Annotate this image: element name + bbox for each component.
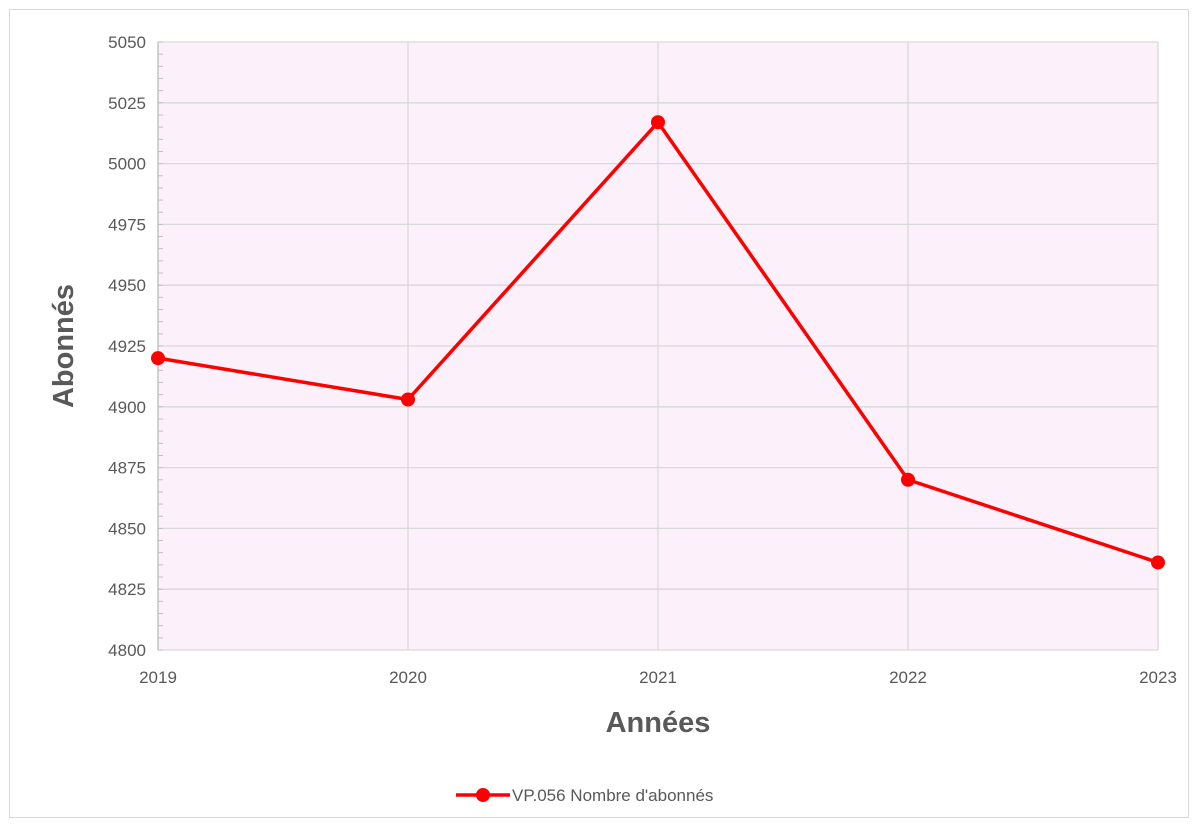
- gridlines: [157, 41, 1159, 651]
- legend-point-marker: [476, 788, 490, 802]
- x-tick-label: 2020: [389, 668, 427, 687]
- y-tick-label: 4800: [108, 641, 146, 660]
- x-axis-tick-labels: 2019 2020 2021 2022 2023: [139, 668, 1177, 687]
- data-point: [1151, 555, 1165, 570]
- x-tick-label: 2021: [639, 668, 677, 687]
- x-tick-label: 2022: [889, 668, 927, 687]
- y-tick-label: 4925: [108, 337, 146, 356]
- series-layer: [151, 115, 1165, 570]
- y-tick-label: 4825: [108, 580, 146, 599]
- data-point: [901, 472, 915, 487]
- y-tick-label: 5025: [108, 94, 146, 113]
- data-point: [651, 115, 665, 130]
- y-tick-label: 4900: [108, 398, 146, 417]
- y-tick-label: 5000: [108, 155, 146, 174]
- legend-entry-label: VP.056 Nombre d'abonnés: [512, 786, 713, 805]
- x-tick-label: 2019: [139, 668, 177, 687]
- x-tick-label: 2023: [1139, 668, 1177, 687]
- y-axis-title: Abonnés: [48, 284, 80, 408]
- y-tick-label: 4850: [108, 519, 146, 538]
- x-axis-title: Années: [606, 707, 711, 739]
- y-axis-tick-labels: 4800 4825 4850 4875 4900 4925 4950 4975 5000 5025…: [108, 33, 146, 660]
- y-axis-minor-ticks: [158, 41, 163, 651]
- data-point: [401, 392, 415, 407]
- legend: VP.056 Nombre d'abonnés: [456, 786, 713, 805]
- y-tick-label: 4950: [108, 276, 146, 295]
- data-point: [151, 351, 165, 366]
- y-tick-label: 4875: [108, 459, 146, 478]
- y-tick-label: 5050: [108, 33, 146, 52]
- y-tick-label: 4975: [108, 215, 146, 234]
